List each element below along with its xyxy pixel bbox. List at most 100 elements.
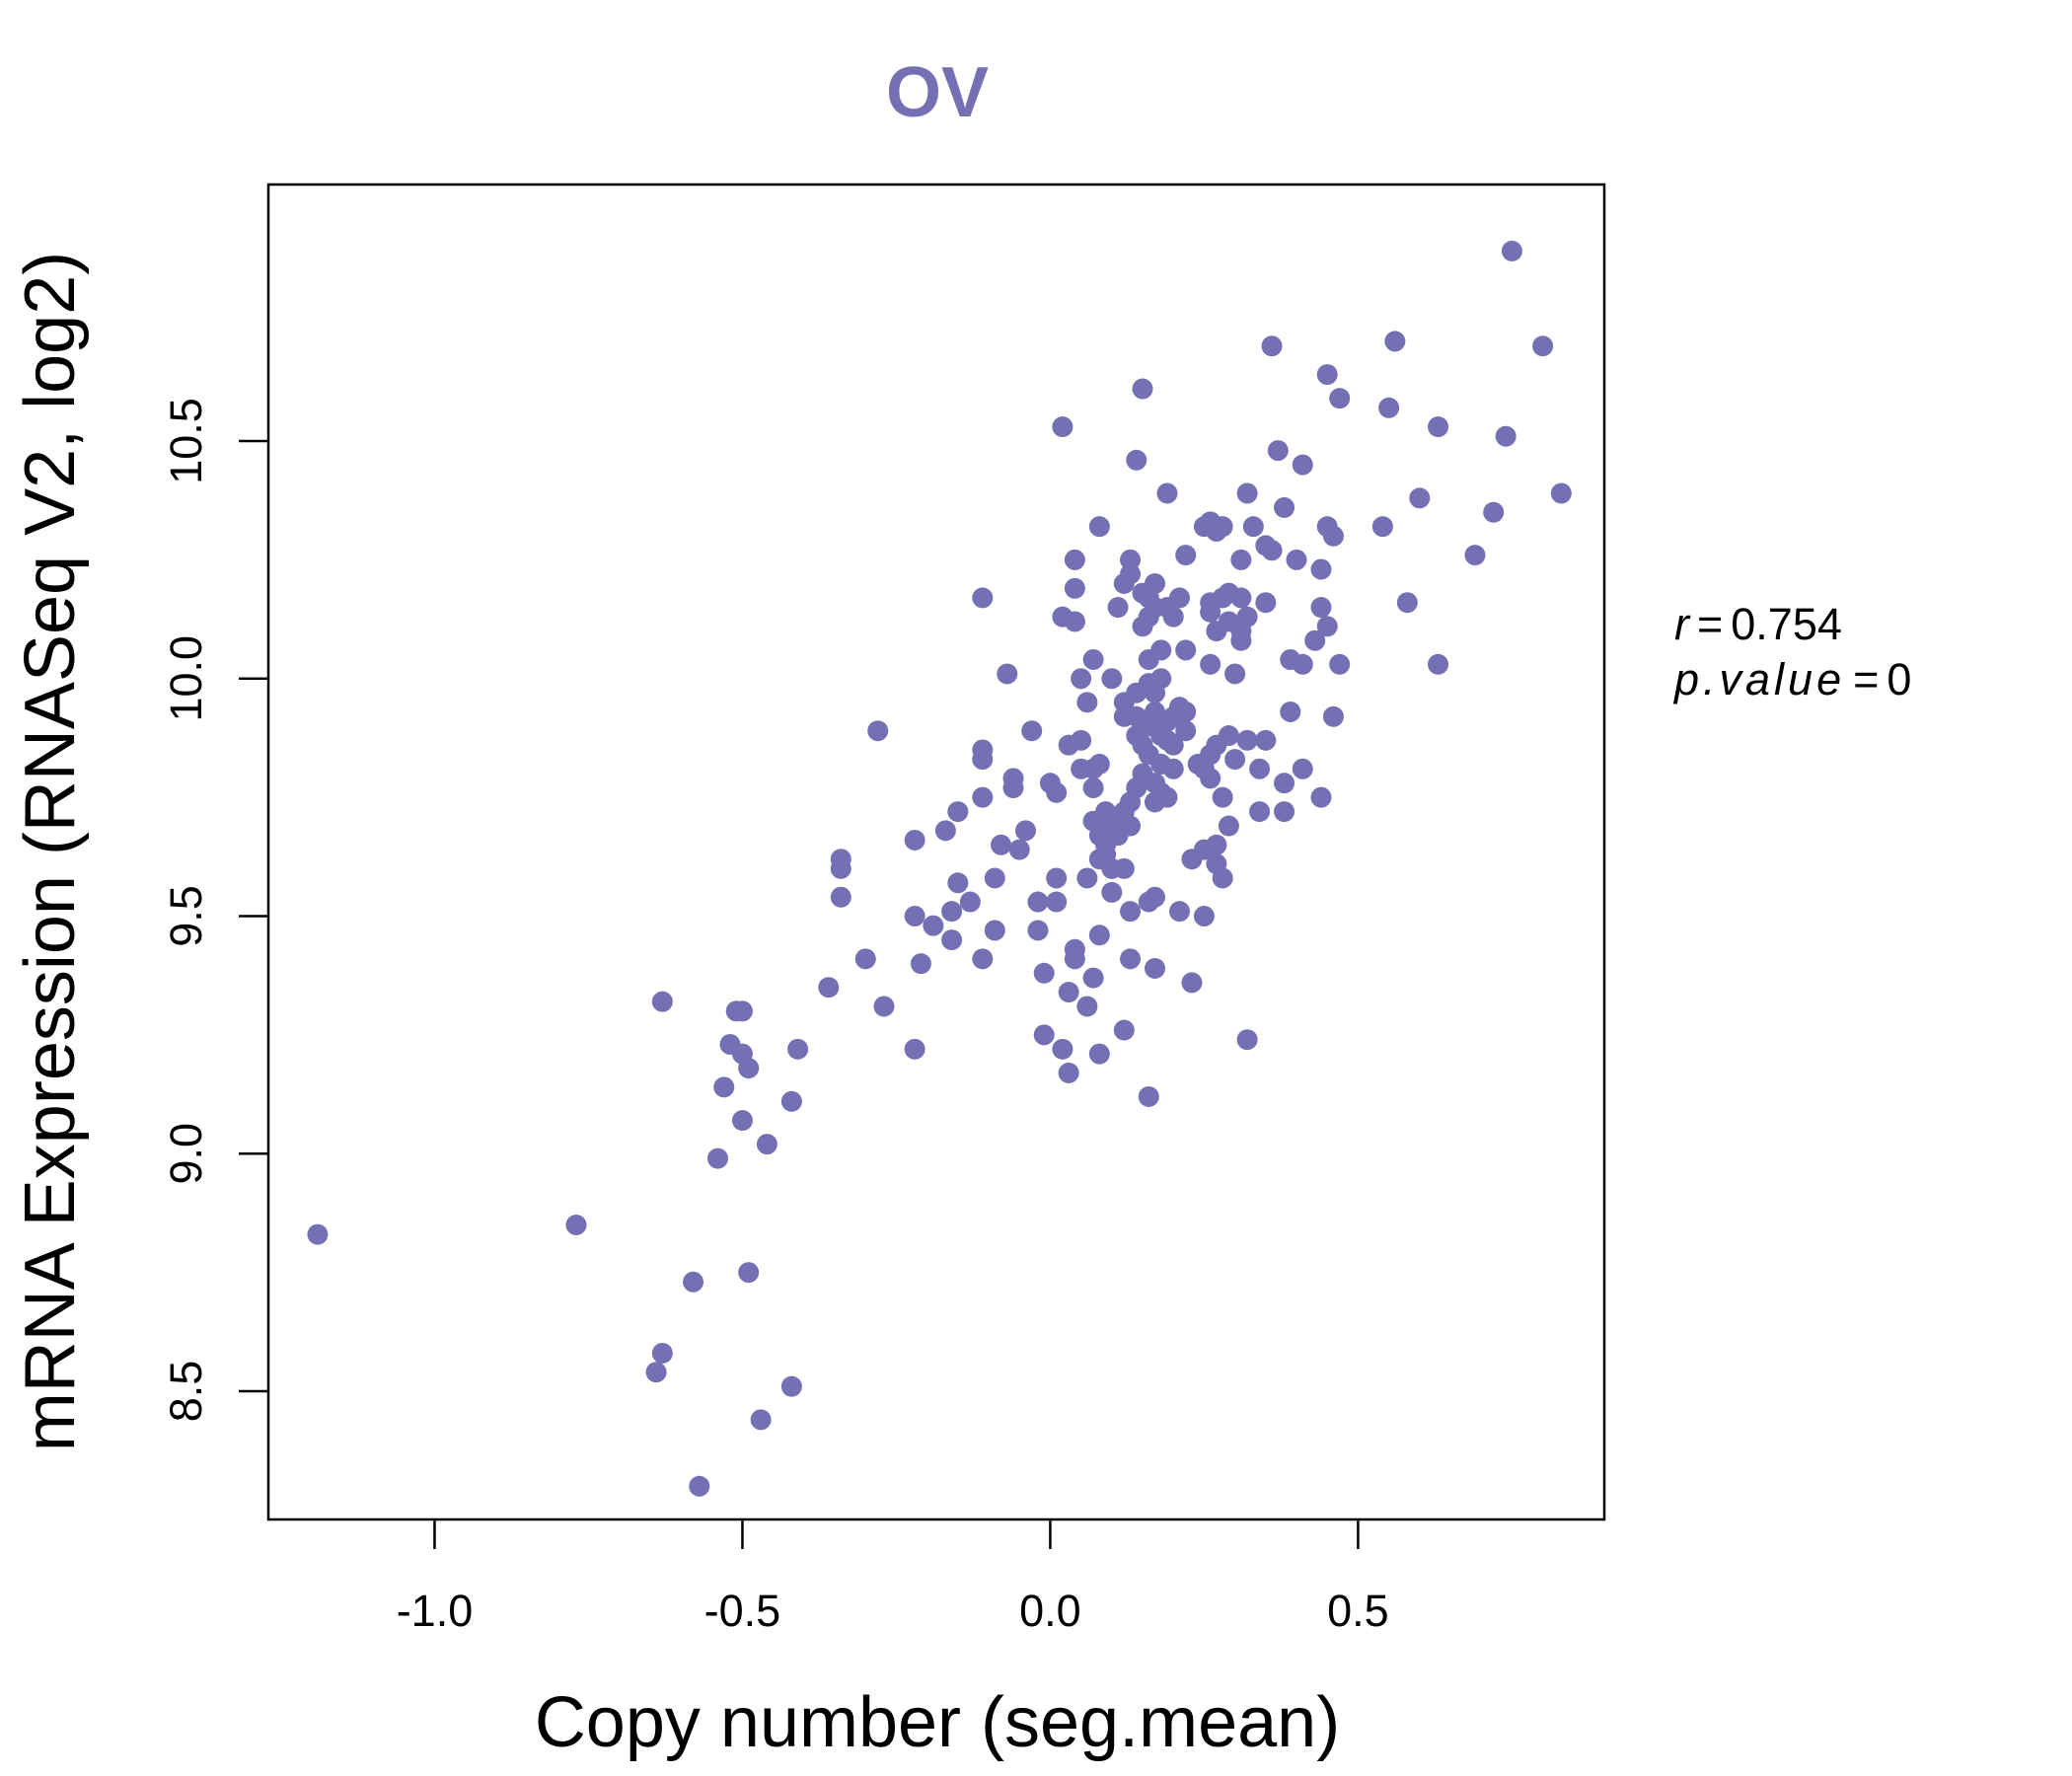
data-point (1396, 592, 1418, 614)
data-point (1310, 786, 1332, 808)
data-point (867, 720, 889, 742)
x-tick-label: 0.0 (1019, 1586, 1081, 1636)
data-point (1236, 729, 1258, 751)
data-point (1175, 701, 1197, 722)
data-point (1162, 606, 1184, 628)
data-point (1021, 720, 1043, 742)
data-point (1046, 891, 1068, 913)
data-point (941, 929, 963, 951)
p-symbol: p.value (1672, 654, 1845, 704)
data-point (1322, 705, 1344, 727)
r-symbol: r (1674, 599, 1691, 649)
p-value-label: p.value = 0 (1672, 654, 1911, 704)
data-point (947, 801, 969, 823)
data-point (1082, 777, 1104, 798)
data-point (1224, 749, 1246, 771)
data-point (1145, 957, 1166, 979)
data-point (1316, 364, 1338, 386)
data-point (910, 953, 931, 975)
data-point (1162, 734, 1184, 756)
data-point (1304, 629, 1326, 651)
data-point (1088, 516, 1110, 538)
data-point (1120, 948, 1142, 970)
data-point (991, 834, 1012, 855)
data-point (1132, 378, 1153, 400)
data-point (923, 915, 944, 936)
data-point (1224, 663, 1246, 685)
y-axis: 8.5 9.0 9.5 10.0 10.5 (161, 398, 268, 1422)
x-tick-label: -1.0 (397, 1586, 474, 1636)
data-point (1071, 729, 1092, 751)
data-point (706, 1147, 728, 1169)
data-point (1249, 758, 1271, 779)
data-point (1212, 516, 1233, 538)
data-point (972, 786, 994, 808)
data-point (972, 587, 994, 609)
data-point (934, 820, 956, 842)
data-point (1267, 440, 1289, 462)
data-point (1156, 786, 1178, 808)
data-point (1150, 639, 1172, 661)
data-point (1058, 1062, 1079, 1083)
data-point (1236, 606, 1258, 628)
data-point (1082, 648, 1104, 670)
y-tick-label: 8.5 (161, 1361, 211, 1423)
data-point (1274, 801, 1295, 823)
data-point (1046, 867, 1068, 889)
data-point (1138, 1085, 1159, 1107)
chart-title: OV (886, 53, 989, 132)
data-point (1150, 668, 1172, 690)
data-point (1145, 886, 1166, 908)
data-point (1274, 496, 1295, 518)
data-point (830, 886, 851, 908)
data-point (645, 1362, 667, 1383)
data-point (1175, 720, 1197, 742)
data-point (1107, 597, 1129, 619)
data-point (1274, 773, 1295, 794)
data-point (1206, 834, 1227, 855)
data-point (1261, 540, 1283, 561)
data-point (651, 1342, 673, 1364)
data-point (1120, 549, 1142, 570)
data-point (904, 906, 925, 927)
data-point (1145, 572, 1166, 594)
x-tick-label: 0.5 (1327, 1586, 1389, 1636)
y-tick-label: 10.5 (161, 398, 211, 484)
data-point (1550, 482, 1572, 504)
data-point (683, 1271, 704, 1293)
data-point (1501, 240, 1522, 261)
data-point (1200, 653, 1221, 675)
data-point (1076, 692, 1098, 713)
data-point (1033, 1024, 1055, 1046)
data-point (1200, 601, 1221, 623)
data-point (1483, 501, 1505, 523)
data-point (997, 663, 1018, 685)
data-point (307, 1223, 329, 1245)
data-point (1532, 335, 1554, 357)
data-point (1113, 857, 1135, 879)
data-point (1255, 729, 1277, 751)
data-point (972, 749, 994, 771)
data-point (873, 996, 895, 1017)
data-point (1236, 482, 1258, 504)
data-point (1046, 781, 1068, 803)
data-point (1175, 545, 1197, 566)
data-point (1261, 335, 1283, 357)
data-point (1120, 563, 1142, 585)
data-point (1200, 768, 1221, 789)
data-point (651, 991, 673, 1012)
data-point (1230, 587, 1252, 609)
data-point (1168, 901, 1190, 923)
data-point (1428, 416, 1449, 438)
data-point (1082, 967, 1104, 989)
data-point (854, 948, 876, 970)
data-point (1249, 801, 1271, 823)
data-point (1076, 867, 1098, 889)
data-point (959, 891, 981, 913)
data-point (1120, 815, 1142, 837)
data-point (1329, 388, 1351, 409)
data-point (1008, 839, 1030, 860)
y-tick-label: 9.0 (161, 1123, 211, 1185)
correlation-label: r = 0.754 (1674, 599, 1842, 649)
